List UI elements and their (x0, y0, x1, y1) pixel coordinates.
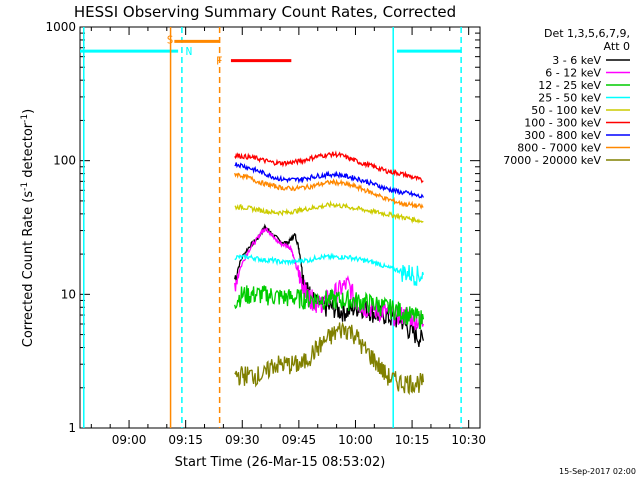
x-tick-label-4: 10:00 (338, 433, 373, 447)
y-tick-label-3: 1000 (45, 20, 76, 34)
x-tick-label-0: 09:00 (112, 433, 147, 447)
x-tick-label-1: 09:15 (168, 433, 203, 447)
y-tick-label-1: 10 (61, 287, 76, 301)
x-axis-label: Start Time (26-Mar-15 08:53:02) (175, 455, 386, 470)
plot-frame (79, 26, 481, 429)
legend-label-5: 100 - 300 keV (524, 117, 601, 130)
legend-label-2: 12 - 25 keV (538, 79, 601, 92)
legend-label-1: 6 - 12 keV (545, 67, 601, 80)
series-line-5 (234, 150, 424, 184)
series-line-4 (234, 200, 424, 224)
legend-label-4: 50 - 100 keV (531, 104, 601, 117)
series-line-3 (234, 252, 425, 286)
legend-label-8: 7000 - 20000 keV (503, 154, 601, 167)
legend-label-0: 3 - 6 keV (552, 54, 601, 67)
x-tick-label-2: 09:30 (225, 433, 260, 447)
series-line-1 (234, 227, 425, 331)
overlay-markers: NS F (80, 27, 462, 428)
y-axis-label: Corrected Count Rate (s-1 detector-1) (20, 109, 36, 347)
saa-start-label: S (167, 33, 174, 46)
footer-timestamp: 15-Sep-2017 02:00 (559, 467, 636, 476)
legend-label-6: 300 - 800 keV (524, 129, 601, 142)
legend-header-1: Det 1,3,5,6,7,9, (544, 27, 630, 40)
legend-header-2: Att 0 (604, 40, 630, 53)
x-tick-label-3: 09:45 (282, 433, 317, 447)
series-layer (234, 150, 425, 396)
series-line-7 (234, 172, 424, 210)
x-tick-label-5: 10:15 (395, 433, 430, 447)
x-tick-label-6: 10:30 (451, 433, 486, 447)
y-tick-label-0: 1 (68, 421, 76, 435)
attenuator-label: N (186, 45, 193, 58)
saa-end-label: F (216, 55, 223, 68)
y-tick-label-2: 100 (53, 154, 76, 168)
series-line-8 (234, 321, 425, 396)
series-line-2 (234, 285, 425, 330)
axis-ticks: 09:00 09:15 09:30 09:45 10:00 10:15 10:30 1 10 10… (45, 20, 486, 447)
legend-label-7: 800 - 7000 keV (517, 142, 601, 155)
legend-label-3: 25 - 50 keV (538, 92, 601, 105)
series-line-6 (234, 162, 424, 199)
chart-title: HESSI Observing Summary Count Rates, Cor… (74, 3, 456, 21)
